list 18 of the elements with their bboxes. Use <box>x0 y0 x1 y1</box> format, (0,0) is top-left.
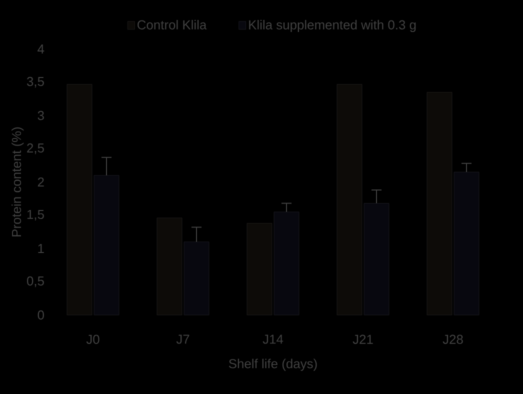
x-tick-label: J14 <box>262 334 284 344</box>
y-tick-label: 3,5 <box>26 76 44 88</box>
legend-label: Klila supplemented with 0.3 g <box>249 20 416 32</box>
x-axis-title: Shelf life (days) <box>228 358 317 371</box>
y-tick-label: 1,5 <box>27 210 44 221</box>
y-axis-title: Protein content (%) <box>12 127 24 236</box>
y-tick-label: 1 <box>38 244 44 253</box>
y-tick-label: 2,5 <box>27 143 44 154</box>
x-tick-label: J28 <box>442 334 463 344</box>
legend-label: Control Klila <box>138 20 207 30</box>
y-tick-label: 3 <box>38 110 44 120</box>
x-tick-label: J0 <box>86 334 100 344</box>
y-tick-label: 0,5 <box>26 276 44 288</box>
y-tick-label: 0 <box>38 310 44 320</box>
x-tick-label: J7 <box>176 334 190 344</box>
y-tick-label: 4 <box>38 44 44 54</box>
y-tick-label: 2 <box>38 177 44 187</box>
x-tick-label: J21 <box>352 334 373 344</box>
